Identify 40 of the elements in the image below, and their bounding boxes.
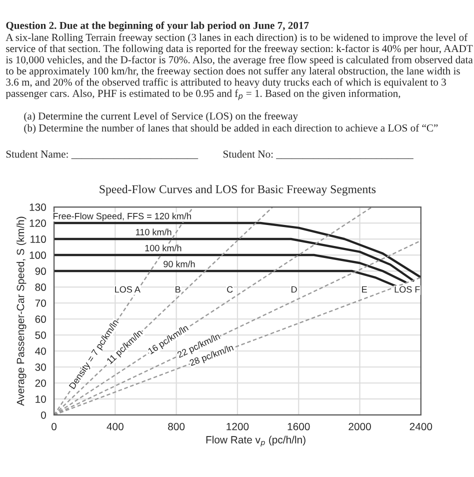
- y-tick-label: 50: [35, 332, 46, 339]
- y-tick-label: 30: [35, 363, 46, 371]
- y-tick-label: 100: [30, 252, 46, 259]
- annotation: LOS A: [115, 286, 140, 293]
- y-tick-label: 120: [30, 220, 46, 227]
- text: (a) Determine the current Level of Service (LOS) on the freeway: [24, 112, 298, 122]
- series-label: 100 km/h: [145, 244, 182, 252]
- series-label: 90 km/h: [164, 260, 195, 268]
- annotation: E: [362, 286, 367, 293]
- annotation: D: [292, 286, 297, 293]
- annotation: B: [176, 286, 180, 293]
- y-tick-label: 60: [35, 316, 46, 323]
- x-tick-label: 1200: [226, 422, 249, 430]
- y-tick-label: 130: [30, 204, 46, 211]
- x-tick-label: 400: [106, 422, 124, 430]
- x-tick-label: 2400: [410, 422, 432, 430]
- x-axis-title: Flow Rate v$_{p}$ (pc/h/ln): [206, 436, 306, 447]
- y-tick-label: 20: [35, 379, 46, 387]
- text: Student Name: ________________________: [6, 150, 198, 159]
- x-tick-label: 0: [52, 422, 57, 430]
- annotation: LOS F: [394, 286, 420, 293]
- y-tick-label: 80: [35, 284, 46, 291]
- text: (b) Determine the number of lanes that should be added in each direction to achieve a LOS of “C”: [24, 124, 438, 134]
- y-tick-label: 110: [30, 236, 46, 243]
- x-tick-label: 800: [168, 422, 185, 430]
- x-tick-label: 1600: [288, 422, 310, 430]
- y-axis-title: Average Passenger-Car Speed, S (km/h): [16, 216, 26, 406]
- y-tick-label: 90: [35, 268, 46, 275]
- y-tick-label: 70: [35, 300, 46, 307]
- text: Student No: __________________________: [223, 150, 414, 159]
- series-label: Free-Flow Speed, FFS = 120 km/h: [54, 212, 191, 222]
- x-tick-label: 2000: [348, 422, 371, 430]
- y-tick-label: 40: [35, 348, 46, 355]
- text: A six-lane Rolling Terrain freeway section (3 lanes in each direction) is to be widened to improve the level of service of that section. The following data is reported for the freeway section: k-factor is 40% per hour, AADT is 10,000 vehicles, and the D-factor is 70%. Also, the average free flow speed is calculated from observed data to be approximately 100 km/hr, the freeway section does not suffer any lateral obstruction, the lane width is 3.6 m, and 20% of the observed traffic is attributed to heavy duty trucks each of which is equivalent to 3 passenger cars. Also, PHF is estimated to be 0.95 and f$_{p}$ = 1. Based on the given information,: [6, 33, 473, 100]
- series-label: 110 km/h: [136, 228, 172, 236]
- text: Question 2. Due at the beginning of your lab period on June 7, 2017: [6, 21, 309, 32]
- chart-title: Speed-Flow Curves and LOS for Basic Freeway Segments: [100, 184, 376, 196]
- y-tick-label: 0: [41, 411, 46, 419]
- y-tick-label: 10: [36, 395, 46, 403]
- annotation: C: [227, 286, 233, 293]
